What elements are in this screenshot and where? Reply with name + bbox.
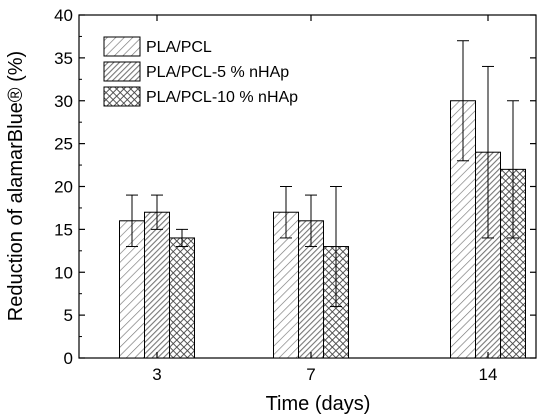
y-tick-label: 25: [54, 135, 73, 154]
legend-swatch-pla-pcl: [103, 36, 141, 57]
x-axis: 3 7 14: [152, 15, 497, 384]
legend: PLA/PCL PLA/PCL-5 % nHAp PLA/PCL-10 % nHAp: [103, 36, 298, 107]
x-tick-label: 7: [306, 365, 315, 384]
y-tick-label: 30: [54, 92, 73, 111]
y-tick-label: 35: [54, 49, 73, 68]
y-axis-title: Reduction of alamarBlue® (%): [5, 51, 27, 321]
y-tick-label: 20: [54, 178, 73, 197]
x-tick-label: 3: [152, 365, 161, 384]
error-bars-layer: [126, 40, 519, 308]
x-tick-label: 14: [479, 365, 498, 384]
y-tick-label: 0: [64, 349, 73, 368]
legend-label-pla-pcl-10-nhap: PLA/PCL-10 % nHAp: [146, 89, 298, 106]
y-axis: 0 5 10 15 20 25 30 35 40: [54, 6, 536, 368]
y-tick-label: 15: [54, 220, 73, 239]
x-axis-title: Time (days): [266, 393, 371, 415]
legend-swatch-pla-pcl-5-nhap: [103, 61, 141, 82]
legend-label-pla-pcl: PLA/PCL: [146, 39, 212, 56]
legend-label-pla-pcl-5-nhap: PLA/PCL-5 % nHAp: [146, 64, 289, 81]
y-tick-label: 10: [54, 263, 73, 282]
bar-pla-pcl-5-nhap-day-3: [144, 211, 170, 359]
y-tick-label: 5: [64, 306, 73, 325]
legend-swatch-pla-pcl-10-nhap: [103, 86, 141, 107]
y-tick-label: 40: [54, 6, 73, 25]
bar-pla-pcl-10-nhap-day-3: [169, 237, 195, 359]
